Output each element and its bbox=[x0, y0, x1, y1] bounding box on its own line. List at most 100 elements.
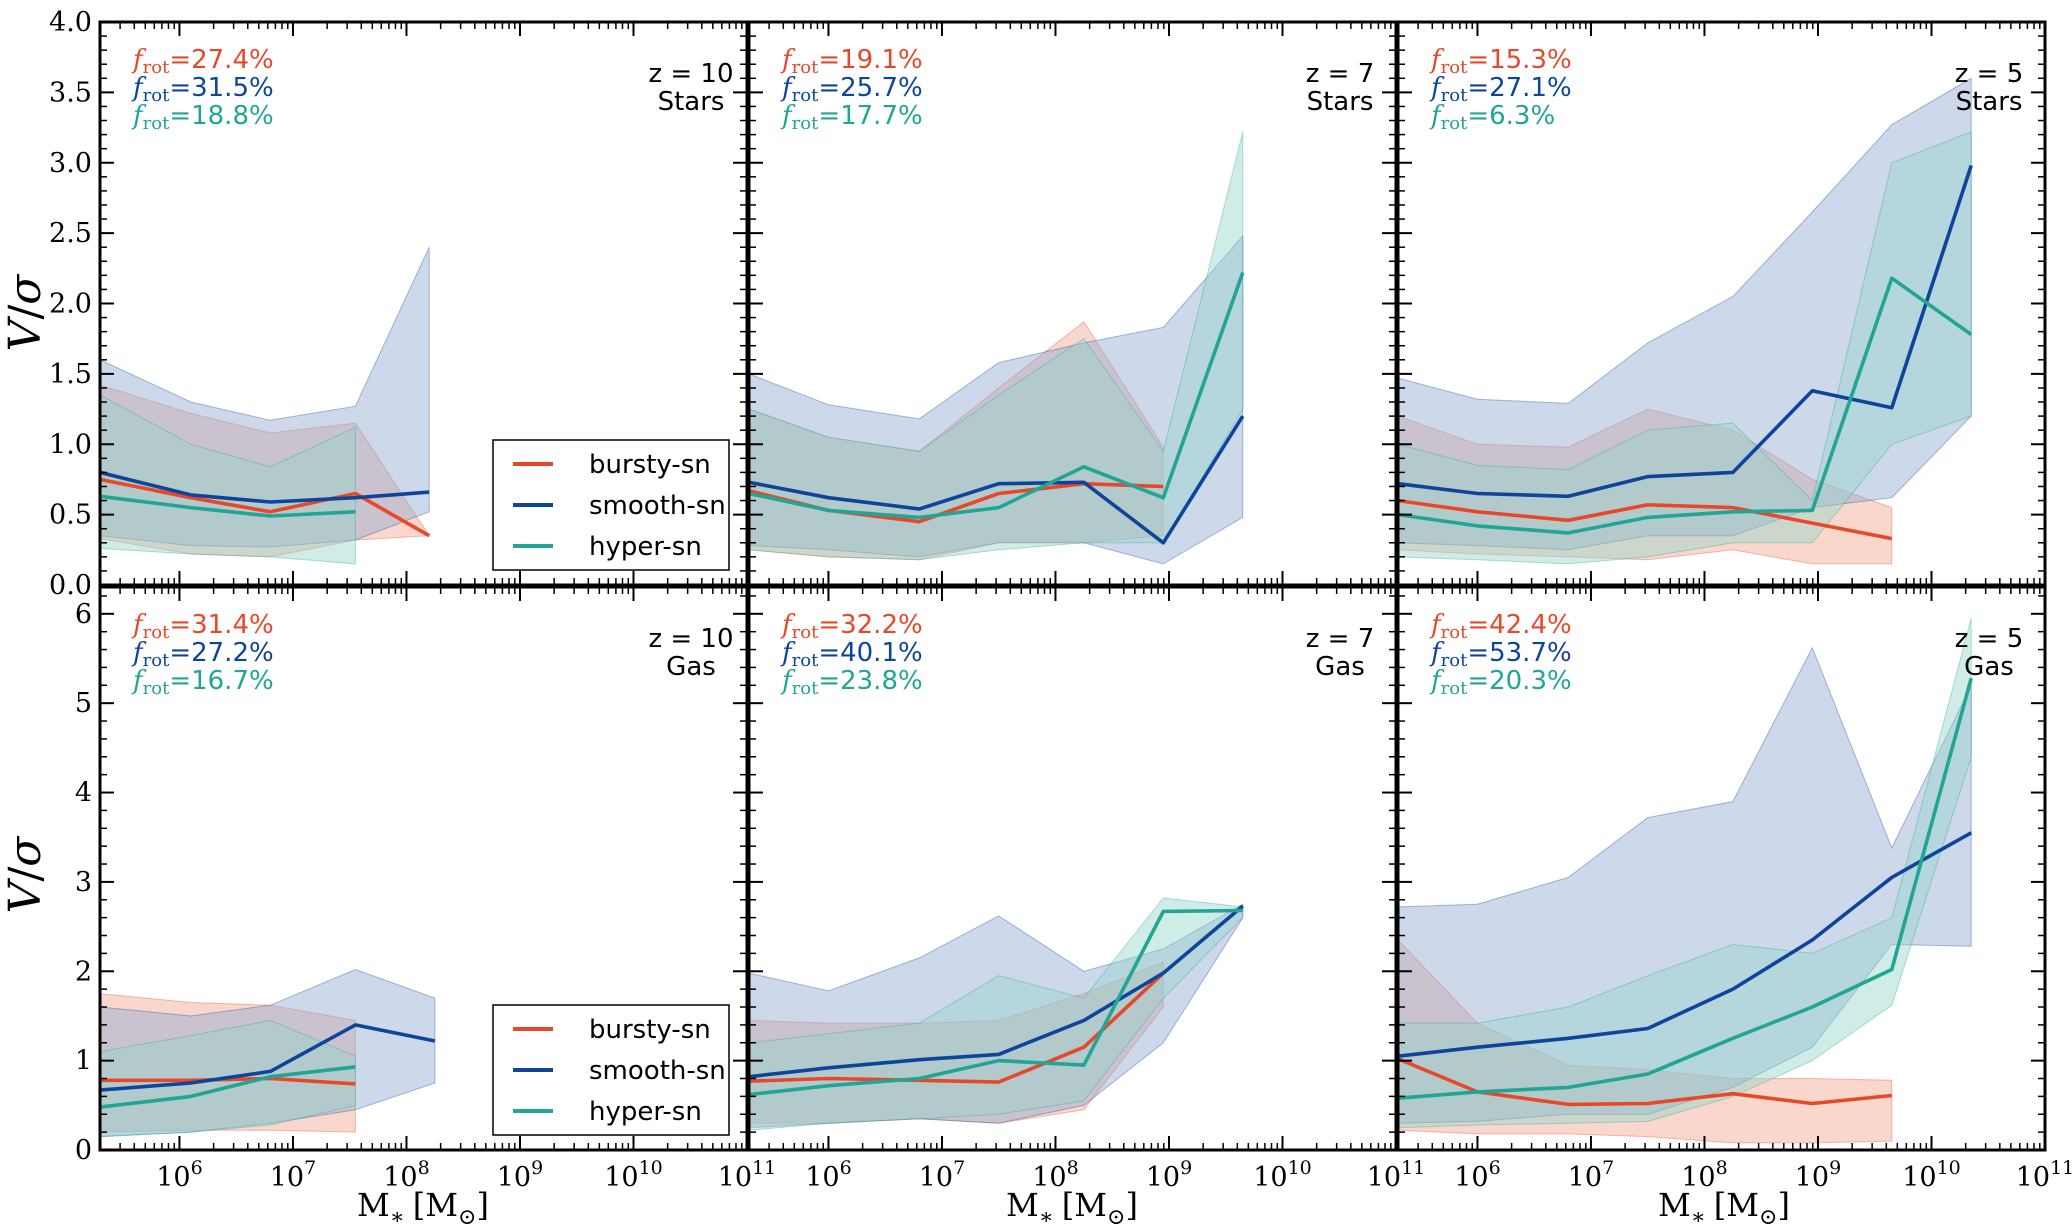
hyper-line bbox=[100, 494, 356, 518]
y-tick-label: 0.0 bbox=[49, 570, 92, 601]
legend: bursty-sn smooth-sn hyper-sn bbox=[492, 439, 730, 571]
hyper-line bbox=[1398, 677, 1973, 1100]
x-tick-base: 10 bbox=[1253, 1162, 1287, 1193]
y-tick-label: 2 bbox=[75, 956, 92, 987]
frot-smooth: frot=25.7% bbox=[780, 73, 923, 106]
x-tick-base: 10 bbox=[1902, 1162, 1936, 1193]
panel-stars-10: 0.00.51.01.52.02.53.03.54.0frot=27.4%fro… bbox=[49, 7, 748, 601]
panels-layer: 0.00.51.01.52.02.53.03.54.0frot=27.4%fro… bbox=[49, 7, 2072, 1193]
x-tick-exp: 10 bbox=[1288, 1157, 1312, 1179]
bursty-line bbox=[1398, 498, 1893, 541]
x-tick-exp: 6 bbox=[1489, 1157, 1501, 1179]
frot-sub: rot bbox=[792, 678, 819, 699]
hyper-band bbox=[1398, 131, 1972, 565]
frot-value: =27.1% bbox=[1467, 73, 1571, 103]
component-label: Stars bbox=[1956, 87, 2023, 117]
smooth-band bbox=[100, 968, 436, 1138]
frot-sub: rot bbox=[1441, 85, 1468, 106]
frot-value: =23.8% bbox=[818, 666, 922, 696]
frot-smooth: frot=27.1% bbox=[1429, 73, 1572, 106]
panel-frame bbox=[98, 20, 749, 587]
y-tick-label: 4 bbox=[75, 778, 92, 809]
bursty-line bbox=[100, 477, 431, 538]
component-label: Gas bbox=[666, 652, 716, 682]
frot-sub: rot bbox=[1441, 650, 1468, 671]
frot-value: =20.3% bbox=[1467, 666, 1571, 696]
frot-value: =19.1% bbox=[818, 45, 922, 75]
frot-value: =27.4% bbox=[169, 45, 273, 75]
frot-sub: rot bbox=[1441, 678, 1468, 699]
bursty-band bbox=[1398, 939, 1893, 1144]
component-label: Gas bbox=[1964, 652, 2014, 682]
smooth-line bbox=[749, 415, 1245, 545]
y-tick-label: 0 bbox=[75, 1135, 92, 1166]
x-tick-exp: 7 bbox=[953, 1157, 965, 1179]
frot-value: =25.7% bbox=[818, 73, 922, 103]
x-tick-label: 108 bbox=[383, 1157, 429, 1193]
hyper-line bbox=[749, 271, 1245, 520]
bursty-line bbox=[100, 1076, 356, 1086]
legend-label-bursty: bursty-sn bbox=[589, 450, 711, 480]
redshift-label: z = 10 bbox=[648, 59, 733, 89]
xlabel-col2: M∗ [M⊙] bbox=[1658, 1186, 1790, 1230]
y-tick-label: 0.5 bbox=[49, 500, 92, 531]
x-tick-exp: 7 bbox=[1602, 1157, 1614, 1179]
panel-gas-7: 106 107 108 109 1010 1011frot=32.2%frot=40.1%… bbox=[748, 587, 1425, 1193]
smooth-band bbox=[749, 903, 1244, 1129]
y-tick-label: 1.0 bbox=[49, 429, 92, 460]
figure-frame bbox=[98, 20, 2047, 1152]
xlabel-unit-sym: ⊙ bbox=[458, 1205, 476, 1230]
x-tick-exp: 10 bbox=[1937, 1157, 1961, 1179]
x-tick-label: 106 bbox=[1454, 1157, 1500, 1193]
xlabel-unit-open: [M bbox=[413, 1186, 458, 1224]
x-tick-base: 10 bbox=[1146, 1162, 1180, 1193]
frot-value: =32.2% bbox=[818, 610, 922, 640]
xlabel-col1: M∗ [M⊙] bbox=[1006, 1186, 1138, 1230]
ylabel-v: V bbox=[0, 315, 51, 351]
frot-value: =53.7% bbox=[1467, 638, 1571, 668]
redshift-label: z = 7 bbox=[1306, 624, 1375, 654]
component-label: Gas bbox=[1315, 652, 1365, 682]
smooth-line bbox=[100, 1023, 436, 1092]
frot-bursty: frot=27.4% bbox=[131, 45, 274, 78]
x-tick-base: 10 bbox=[604, 1162, 638, 1193]
x-tick-base: 10 bbox=[383, 1162, 417, 1193]
y-tick-label: 3.0 bbox=[49, 148, 92, 179]
x-tick-exp: 6 bbox=[191, 1157, 203, 1179]
frot-hyper: frot=16.7% bbox=[131, 666, 274, 699]
x-tick-base: 10 bbox=[2016, 1162, 2050, 1193]
smooth-line bbox=[749, 904, 1244, 1079]
frot-sub: rot bbox=[143, 622, 170, 643]
y-tick-label: 3.5 bbox=[49, 77, 92, 108]
hyper-band bbox=[749, 131, 1244, 561]
x-tick-exp: 10 bbox=[639, 1157, 663, 1179]
hyper-band bbox=[100, 394, 356, 565]
ylabel-sigma: σ bbox=[0, 273, 51, 305]
x-tick-label: 108 bbox=[1681, 1157, 1727, 1193]
smooth-line bbox=[100, 470, 430, 504]
frot-sub: rot bbox=[143, 113, 170, 134]
x-tick-exp: 8 bbox=[1716, 1157, 1728, 1179]
x-tick-label: 109 bbox=[1795, 1157, 1841, 1193]
x-tick-label: 109 bbox=[1146, 1157, 1192, 1193]
y-tick-label: 3 bbox=[75, 867, 92, 898]
plot-area bbox=[1398, 618, 1973, 1144]
xlabel-col0: M∗ [M⊙] bbox=[357, 1186, 489, 1230]
x-tick-base: 10 bbox=[156, 1162, 190, 1193]
x-tick-label: 1010 bbox=[604, 1157, 663, 1193]
x-tick-exp: 11 bbox=[2050, 1157, 2072, 1179]
frot-sub: rot bbox=[1441, 622, 1468, 643]
redshift-label: z = 10 bbox=[648, 624, 733, 654]
bursty-band bbox=[1398, 408, 1893, 565]
hyper-band bbox=[749, 897, 1244, 1131]
smooth-line bbox=[1398, 165, 1973, 499]
frot-bursty: frot=31.4% bbox=[131, 610, 274, 643]
plot-area bbox=[749, 131, 1245, 565]
hyper-line bbox=[1398, 276, 1973, 535]
x-tick-base: 10 bbox=[1454, 1162, 1488, 1193]
xlabel-sub: ∗ bbox=[1691, 1205, 1706, 1230]
x-tick-base: 10 bbox=[805, 1162, 839, 1193]
